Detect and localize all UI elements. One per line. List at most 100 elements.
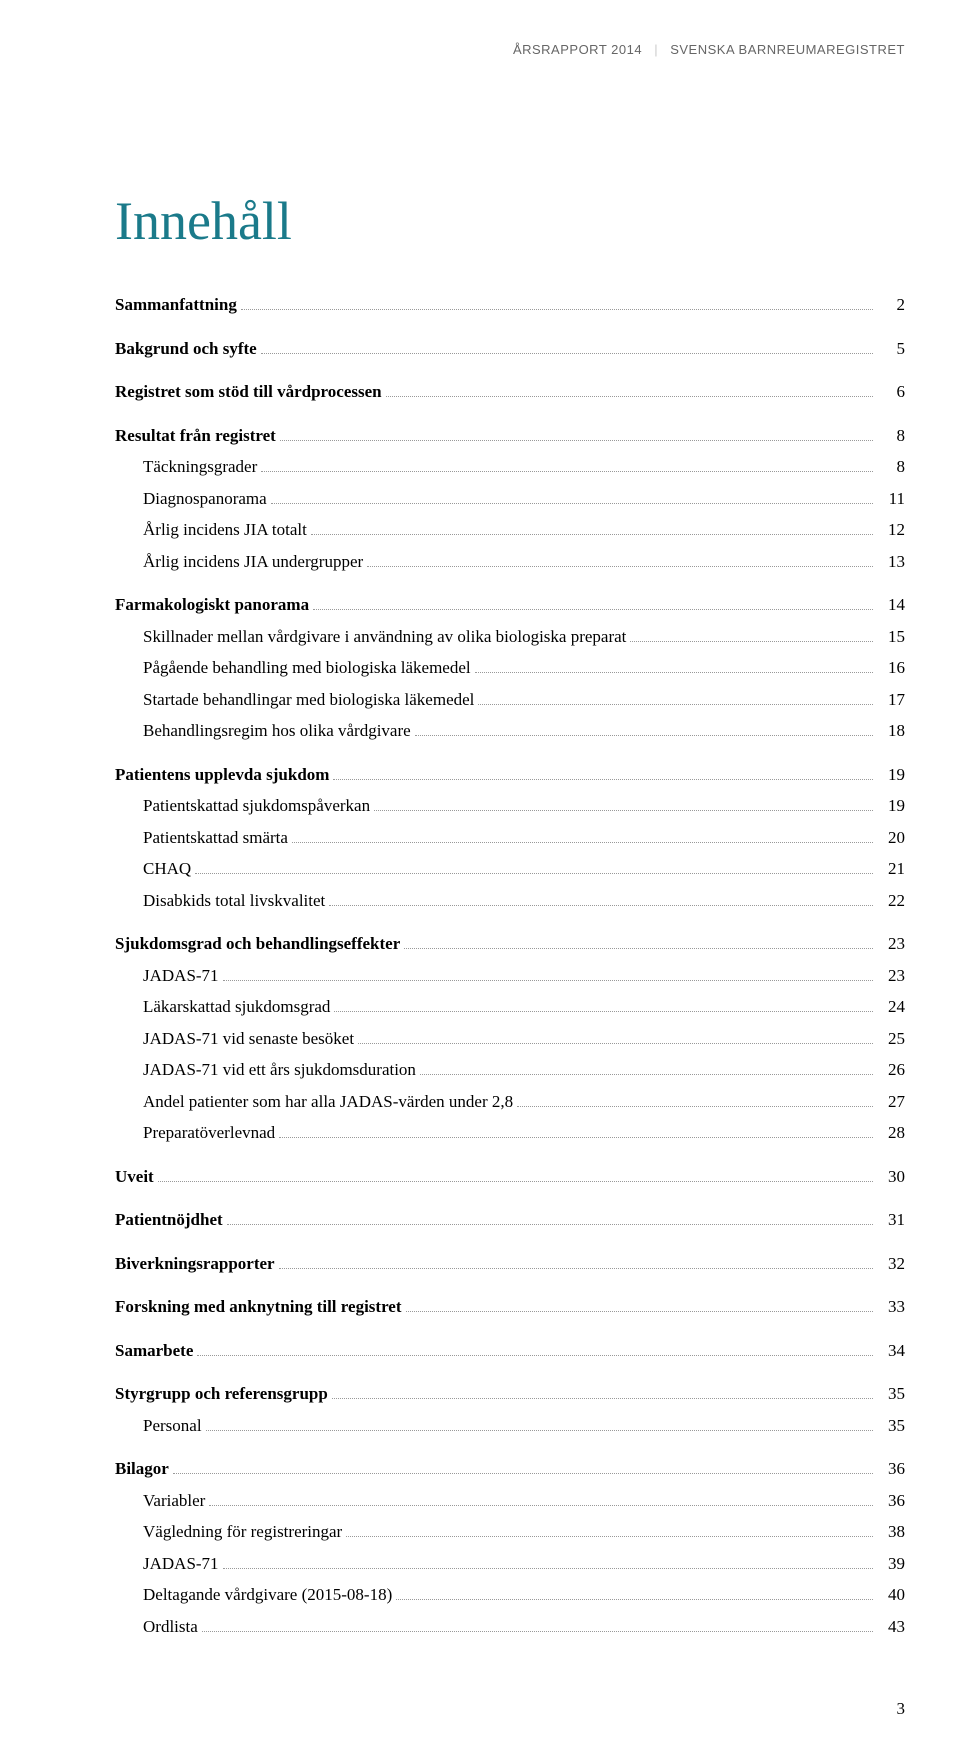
toc-item[interactable]: Behandlingsregim hos olika vårdgivare 18 [115, 718, 905, 744]
toc-page: 21 [877, 856, 905, 882]
toc-page: 13 [877, 549, 905, 575]
toc-label: Forskning med anknytning till registret [115, 1294, 402, 1320]
toc-page: 22 [877, 888, 905, 914]
toc-dots [630, 641, 873, 642]
toc-item[interactable]: JADAS-7139 [115, 1551, 905, 1577]
toc-page: 6 [877, 379, 905, 405]
toc-item[interactable]: Styrgrupp och referensgrupp35 [115, 1381, 905, 1407]
toc-label: Sjukdomsgrad och behandlingseffekter [115, 931, 400, 957]
toc-page: 34 [877, 1338, 905, 1364]
toc-dots [261, 353, 873, 354]
toc-item[interactable]: Sjukdomsgrad och behandlingseffekter 23 [115, 931, 905, 957]
toc-item[interactable]: Årlig incidens JIA totalt12 [115, 517, 905, 543]
toc-item[interactable]: Forskning med anknytning till registret 3… [115, 1294, 905, 1320]
toc-item[interactable]: Personal35 [115, 1413, 905, 1439]
toc-item[interactable]: Ordlista43 [115, 1614, 905, 1640]
toc-item[interactable]: Deltagande vårdgivare (2015-08-18)40 [115, 1582, 905, 1608]
toc-page: 5 [877, 336, 905, 362]
toc-item[interactable]: Resultat från registret8 [115, 423, 905, 449]
toc-item[interactable]: Andel patienter som har alla JADAS-värde… [115, 1089, 905, 1115]
toc-label: Biverkningsrapporter [115, 1251, 275, 1277]
toc-item[interactable]: Patientskattad sjukdomspåverkan19 [115, 793, 905, 819]
toc-page: 8 [877, 454, 905, 480]
header-right: SVENSKA BARNREUMAREGISTRET [670, 42, 905, 57]
toc-item[interactable]: CHAQ21 [115, 856, 905, 882]
toc-item[interactable]: Skillnader mellan vårdgivare i användnin… [115, 624, 905, 650]
toc-dots [223, 1568, 873, 1569]
toc-page: 18 [877, 718, 905, 744]
toc-dots [332, 1398, 873, 1399]
toc-dots [386, 396, 873, 397]
toc-label: Patientskattad smärta [143, 825, 288, 851]
toc-label: Bilagor [115, 1456, 169, 1482]
toc-item[interactable]: JADAS-71 vid ett års sjukdomsduration26 [115, 1057, 905, 1083]
toc-page: 24 [877, 994, 905, 1020]
toc-page: 20 [877, 825, 905, 851]
toc-label: JADAS-71 vid ett års sjukdomsduration [143, 1057, 416, 1083]
toc-page: 15 [877, 624, 905, 650]
toc-page: 17 [877, 687, 905, 713]
toc-item[interactable]: Patientskattad smärta 20 [115, 825, 905, 851]
toc-page: 40 [877, 1582, 905, 1608]
toc-page: 31 [877, 1207, 905, 1233]
toc-item[interactable]: Bilagor36 [115, 1456, 905, 1482]
toc-item[interactable]: Startade behandlingar med biologiska läk… [115, 687, 905, 713]
toc-item[interactable]: Uveit30 [115, 1164, 905, 1190]
toc-page: 23 [877, 931, 905, 957]
toc-item[interactable]: Diagnospanorama11 [115, 486, 905, 512]
toc-page: 33 [877, 1294, 905, 1320]
toc-dots [202, 1631, 873, 1632]
toc-dots [271, 503, 873, 504]
toc-item[interactable]: Registret som stöd till vårdprocessen6 [115, 379, 905, 405]
toc-label: JADAS-71 [143, 963, 219, 989]
toc-item[interactable]: Preparatöverlevnad28 [115, 1120, 905, 1146]
running-header: ÅRSRAPPORT 2014 | SVENSKA BARNREUMAREGIS… [513, 42, 905, 57]
table-of-contents: Sammanfattning2 Bakgrund och syfte5 Regist… [115, 292, 905, 1639]
toc-label: Årlig incidens JIA totalt [143, 517, 307, 543]
toc-item[interactable]: Disabkids total livskvalitet 22 [115, 888, 905, 914]
toc-item[interactable]: Farmakologiskt panorama14 [115, 592, 905, 618]
toc-item[interactable]: Årlig incidens JIA undergrupper13 [115, 549, 905, 575]
toc-page: 8 [877, 423, 905, 449]
toc-label: Uveit [115, 1164, 154, 1190]
toc-item[interactable]: Läkarskattad sjukdomsgrad24 [115, 994, 905, 1020]
page-content: Innehåll Sammanfattning2 Bakgrund och syf… [0, 0, 960, 1639]
toc-item[interactable]: Täckningsgrader 8 [115, 454, 905, 480]
page-title: Innehåll [115, 190, 905, 252]
toc-item[interactable]: JADAS-71 vid senaste besöket25 [115, 1026, 905, 1052]
toc-page: 38 [877, 1519, 905, 1545]
toc-item[interactable]: Bakgrund och syfte5 [115, 336, 905, 362]
toc-label: Styrgrupp och referensgrupp [115, 1381, 328, 1407]
toc-item[interactable]: Variabler36 [115, 1488, 905, 1514]
toc-item[interactable]: JADAS-7123 [115, 963, 905, 989]
toc-dots [197, 1355, 873, 1356]
toc-item[interactable]: Vägledning för registreringar38 [115, 1519, 905, 1545]
toc-dots [358, 1043, 873, 1044]
toc-dots [279, 1137, 873, 1138]
header-divider: | [654, 42, 658, 57]
toc-dots [396, 1599, 873, 1600]
toc-dots [209, 1505, 873, 1506]
toc-label: Sammanfattning [115, 292, 237, 318]
toc-label: Ordlista [143, 1614, 198, 1640]
toc-label: Täckningsgrader [143, 454, 257, 480]
toc-item[interactable]: Biverkningsrapporter32 [115, 1251, 905, 1277]
toc-label: Patientens upplevda sjukdom [115, 762, 329, 788]
toc-label: Startade behandlingar med biologiska läk… [143, 687, 474, 713]
toc-dots [420, 1074, 873, 1075]
toc-item[interactable]: Sammanfattning2 [115, 292, 905, 318]
toc-dots [313, 609, 873, 610]
toc-dots [406, 1311, 873, 1312]
toc-dots [329, 905, 873, 906]
toc-label: Disabkids total livskvalitet [143, 888, 325, 914]
toc-item[interactable]: Patientnöjdhet31 [115, 1207, 905, 1233]
toc-item[interactable]: Pågående behandling med biologiska läkem… [115, 655, 905, 681]
toc-label: Behandlingsregim hos olika vårdgivare [143, 718, 411, 744]
toc-item[interactable]: Samarbete34 [115, 1338, 905, 1364]
toc-page: 35 [877, 1413, 905, 1439]
toc-dots [223, 980, 873, 981]
toc-page: 19 [877, 793, 905, 819]
toc-page: 39 [877, 1551, 905, 1577]
toc-item[interactable]: Patientens upplevda sjukdom19 [115, 762, 905, 788]
toc-label: Pågående behandling med biologiska läkem… [143, 655, 471, 681]
